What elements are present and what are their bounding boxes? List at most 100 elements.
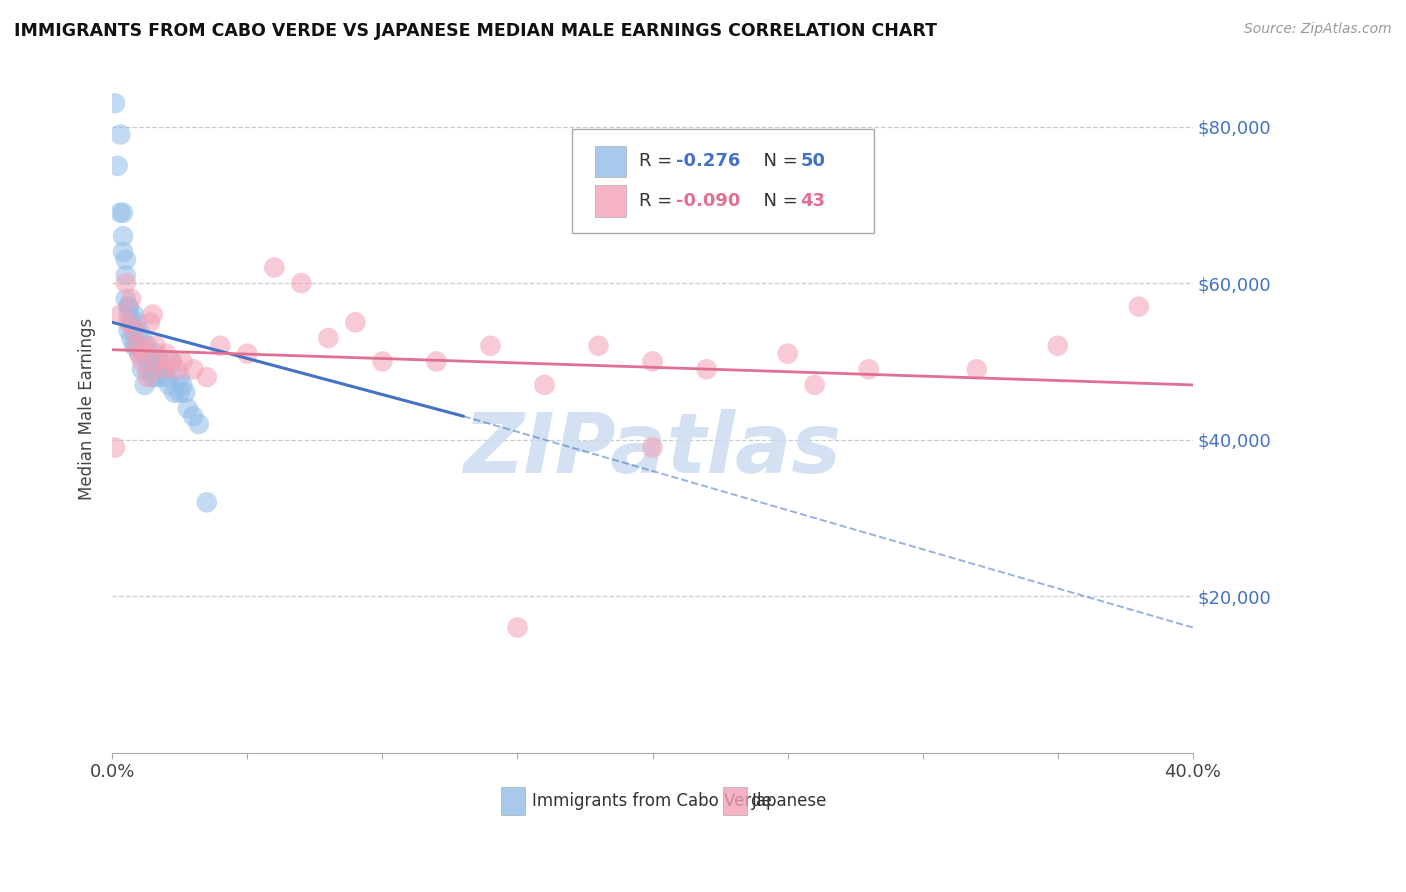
Point <box>117 308 139 322</box>
Point <box>110 206 132 220</box>
Point <box>181 362 204 376</box>
Bar <box>502 787 524 814</box>
Point <box>142 308 165 322</box>
Point <box>139 315 162 329</box>
Point <box>1046 339 1069 353</box>
Point <box>157 378 180 392</box>
Bar <box>595 186 626 217</box>
Point <box>152 362 174 376</box>
Point <box>136 362 159 376</box>
Text: Source: ZipAtlas.com: Source: ZipAtlas.com <box>1244 22 1392 37</box>
Point <box>187 417 209 431</box>
Bar <box>723 787 747 814</box>
Text: -0.090: -0.090 <box>676 192 741 210</box>
Point <box>122 339 145 353</box>
Point <box>112 229 135 244</box>
Point <box>172 354 194 368</box>
Point <box>209 339 232 353</box>
Point <box>142 354 165 368</box>
Text: IMMIGRANTS FROM CABO VERDE VS JAPANESE MEDIAN MALE EARNINGS CORRELATION CHART: IMMIGRANTS FROM CABO VERDE VS JAPANESE M… <box>14 22 936 40</box>
Point <box>588 339 610 353</box>
Point <box>195 370 218 384</box>
Point <box>125 339 148 353</box>
Point <box>117 300 139 314</box>
Point <box>641 354 664 368</box>
Point <box>177 401 200 416</box>
Point <box>134 378 156 392</box>
Point <box>145 339 167 353</box>
Point <box>181 409 204 424</box>
Point <box>142 370 165 384</box>
Point <box>104 441 127 455</box>
Point <box>134 339 156 353</box>
Point <box>120 292 142 306</box>
Point <box>145 346 167 360</box>
Point <box>160 354 183 368</box>
Point <box>136 339 159 353</box>
Text: 43: 43 <box>800 192 825 210</box>
Point <box>169 385 191 400</box>
Point <box>107 159 129 173</box>
Point <box>128 346 150 360</box>
Point <box>146 354 169 368</box>
Point <box>195 495 218 509</box>
Point <box>425 354 447 368</box>
Point <box>344 315 367 329</box>
Point <box>120 331 142 345</box>
Point <box>169 370 191 384</box>
Point <box>136 370 159 384</box>
FancyBboxPatch shape <box>571 129 875 233</box>
Point <box>117 323 139 337</box>
Text: ZIPatlas: ZIPatlas <box>464 409 842 491</box>
Point <box>114 268 136 283</box>
Point <box>506 621 529 635</box>
Point <box>117 300 139 314</box>
Point <box>134 346 156 360</box>
Point <box>533 378 555 392</box>
Point <box>125 339 148 353</box>
Point <box>122 308 145 322</box>
Point <box>803 378 825 392</box>
Point <box>160 354 183 368</box>
Text: Japanese: Japanese <box>752 792 827 810</box>
Point <box>152 362 174 376</box>
Point <box>155 346 177 360</box>
Point <box>122 323 145 337</box>
Point <box>112 244 135 259</box>
Point <box>149 370 172 384</box>
Point <box>318 331 340 345</box>
Y-axis label: Median Male Earnings: Median Male Earnings <box>79 318 96 500</box>
Text: 50: 50 <box>800 153 825 170</box>
Point <box>114 292 136 306</box>
Point <box>172 378 194 392</box>
Point <box>290 276 312 290</box>
Point <box>146 354 169 368</box>
Point <box>110 128 132 142</box>
Point <box>166 362 188 376</box>
Point <box>128 339 150 353</box>
Point <box>122 323 145 337</box>
Point <box>163 385 186 400</box>
Point <box>131 362 153 376</box>
Point <box>131 354 153 368</box>
Point <box>139 354 162 368</box>
Point <box>641 441 664 455</box>
Point <box>776 346 799 360</box>
Text: R =: R = <box>638 153 678 170</box>
Point <box>236 346 259 360</box>
Point <box>114 276 136 290</box>
Text: N =: N = <box>752 192 803 210</box>
Point <box>117 315 139 329</box>
Point <box>174 385 197 400</box>
Text: R =: R = <box>638 192 678 210</box>
Point <box>131 331 153 345</box>
Point <box>858 362 880 376</box>
Bar <box>595 145 626 178</box>
Point <box>110 308 132 322</box>
Point <box>114 252 136 267</box>
Point <box>128 323 150 337</box>
Text: N =: N = <box>752 153 803 170</box>
Text: Immigrants from Cabo Verde: Immigrants from Cabo Verde <box>531 792 772 810</box>
Point <box>155 370 177 384</box>
Point <box>966 362 988 376</box>
